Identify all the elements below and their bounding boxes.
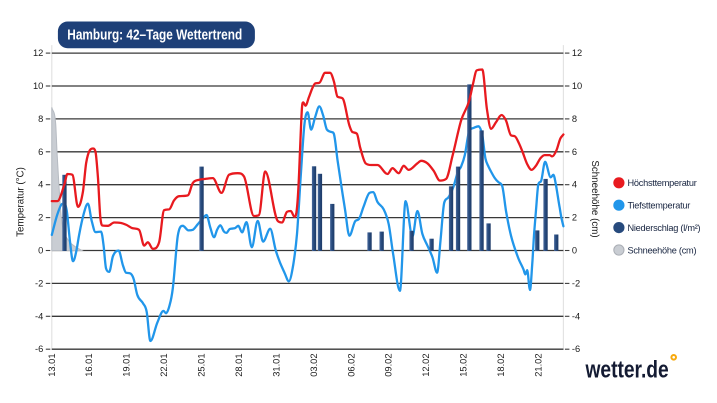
svg-text:Schneehöhe (cm): Schneehöhe (cm) [628, 245, 697, 255]
svg-text:21.02: 21.02 [533, 354, 543, 377]
svg-text:10: 10 [33, 81, 43, 91]
svg-text:-2: -2 [572, 278, 580, 288]
svg-text:Höchsttemperatur: Höchsttemperatur [628, 178, 697, 188]
svg-text:03.02: 03.02 [309, 354, 319, 377]
svg-text:22.01: 22.01 [159, 354, 169, 377]
svg-text:-4: -4 [572, 311, 580, 321]
svg-text:15.02: 15.02 [459, 354, 469, 377]
svg-text:18.02: 18.02 [496, 354, 506, 377]
svg-text:4: 4 [572, 180, 577, 190]
svg-text:6: 6 [38, 147, 43, 157]
svg-text:12.02: 12.02 [421, 354, 431, 377]
svg-text:25.01: 25.01 [197, 354, 207, 377]
svg-text:2: 2 [38, 213, 43, 223]
svg-text:31.01: 31.01 [271, 354, 281, 377]
svg-text:06.02: 06.02 [346, 354, 356, 377]
svg-text:Temperatur (°C): Temperatur (°C) [16, 167, 27, 237]
svg-text:0: 0 [572, 246, 577, 256]
svg-text:Tiefsttemperatur: Tiefsttemperatur [628, 201, 691, 211]
svg-text:8: 8 [38, 114, 43, 124]
svg-text:-4: -4 [35, 311, 43, 321]
svg-text:12: 12 [33, 48, 43, 58]
svg-text:12: 12 [572, 48, 582, 58]
svg-text:19.01: 19.01 [122, 354, 132, 377]
svg-text:13.01: 13.01 [47, 354, 57, 377]
svg-text:wetter.de: wetter.de [585, 355, 669, 383]
svg-text:09.02: 09.02 [384, 354, 394, 377]
svg-text:Niederschlag (l/m²): Niederschlag (l/m²) [628, 223, 701, 233]
svg-text:10: 10 [572, 81, 582, 91]
svg-text:Schneehöhe (cm): Schneehöhe (cm) [589, 160, 600, 237]
svg-text:6: 6 [572, 147, 577, 157]
svg-text:2: 2 [572, 213, 577, 223]
svg-text:16.01: 16.01 [84, 354, 94, 377]
svg-text:8: 8 [572, 114, 577, 124]
svg-text:4: 4 [38, 180, 43, 190]
svg-text:-2: -2 [35, 278, 43, 288]
svg-text:Hamburg: 42–Tage Wettertrend: Hamburg: 42–Tage Wettertrend [67, 26, 242, 43]
svg-text:28.01: 28.01 [234, 354, 244, 377]
svg-text:0: 0 [38, 246, 43, 256]
svg-text:-6: -6 [572, 344, 580, 354]
svg-text:-6: -6 [35, 344, 43, 354]
